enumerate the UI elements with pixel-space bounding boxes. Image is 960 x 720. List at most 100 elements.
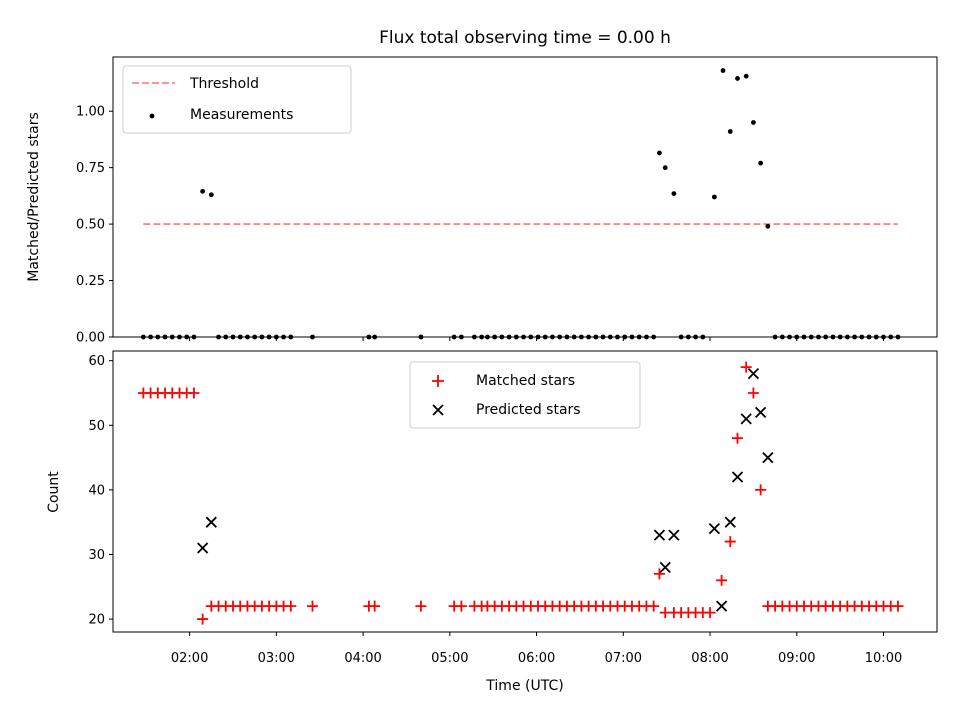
measurement-point (451, 334, 457, 340)
bottom-x-axis-label: Time (UTC) (485, 678, 563, 694)
measurement-point (191, 334, 197, 340)
measurement-point (866, 334, 872, 340)
bottom-panel: 20 30 40 50 60 02:00 03:00 04:00 05:00 06:00 07:0… (46, 350, 938, 694)
measurement-point (830, 334, 836, 340)
bottom-x-tick-label: 06:00 (518, 651, 555, 666)
top-x-axis-ticks (189, 337, 885, 341)
top-plot-marks (140, 68, 901, 340)
measurement-point (155, 334, 161, 340)
bottom-y-tick-label: 40 (88, 483, 105, 498)
measurement-point (779, 334, 785, 340)
measurement-point (586, 334, 592, 340)
matched-star-point (755, 484, 767, 496)
measurement-point (281, 334, 286, 340)
matched-star-point (716, 574, 728, 586)
measurement-point (140, 334, 146, 340)
legend-measurements-swatch (149, 113, 155, 119)
measurement-point (844, 334, 850, 340)
measurement-point (310, 334, 315, 340)
measurement-point (600, 334, 606, 340)
bottom-y-axis-ticks: 20 30 40 50 60 (88, 354, 113, 628)
top-panel: 0.00 0.25 0.50 0.75 1.00 Matched/Predicted s… (26, 56, 938, 346)
predicted-star-point (754, 406, 767, 419)
measurement-point (169, 334, 175, 340)
matched-star-point (740, 361, 752, 373)
measurement-point (772, 334, 778, 340)
measurement-point (671, 191, 677, 197)
measurement-point (266, 334, 272, 340)
matched-star-point (415, 600, 427, 612)
predicted-star-point (747, 367, 760, 380)
measurement-point (607, 334, 613, 340)
measurement-point (506, 334, 512, 340)
bottom-x-tick-label: 04:00 (344, 651, 381, 666)
top-y-tick-label: 0.00 (76, 331, 105, 346)
bottom-y-tick-label: 20 (88, 613, 105, 628)
bottom-x-tick-label: 07:00 (605, 651, 642, 666)
measurement-point (895, 334, 901, 340)
measurement-point (485, 334, 490, 340)
matched-star-point (892, 600, 904, 612)
measurement-point (859, 334, 865, 340)
measurement-point (237, 334, 243, 340)
legend-predicted-swatch (432, 404, 444, 416)
matched-star-point (306, 600, 318, 612)
measurement-point (693, 334, 698, 340)
measurement-point (245, 334, 250, 340)
matched-star-point (285, 600, 297, 612)
measurement-point (564, 334, 570, 340)
predicted-star-point (205, 516, 217, 528)
measurement-point (644, 334, 649, 340)
matched-star-point (188, 387, 200, 399)
measurement-point (823, 334, 829, 340)
figure-title: Flux total observing time = 0.00 h (379, 28, 671, 48)
measurement-point (743, 73, 749, 79)
bottom-x-axis-ticks: 02:00 03:00 04:00 05:00 06:00 07:00 08:00 09:00… (171, 632, 902, 666)
top-legend: Threshold Measurements (122, 65, 352, 134)
matched-star-point (724, 536, 736, 548)
top-y-tick-label: 0.50 (76, 218, 105, 233)
matched-star-point (704, 607, 716, 619)
top-legend-box (122, 65, 352, 134)
bottom-x-tick-label: 10:00 (865, 651, 902, 666)
measurement-point (557, 334, 563, 340)
measurement-point (513, 334, 519, 340)
measurement-point (528, 334, 534, 340)
measurement-point (208, 192, 214, 198)
matched-star-point (747, 387, 759, 399)
measurement-point (184, 334, 190, 340)
measurement-point (252, 334, 258, 340)
measurement-point (148, 334, 153, 340)
bottom-y-axis-label: Count (46, 471, 62, 513)
bottom-x-tick-label: 03:00 (258, 651, 295, 666)
measurement-point (801, 334, 807, 340)
measurement-point (720, 68, 726, 73)
measurement-point (479, 334, 485, 340)
matched-star-point (648, 600, 660, 612)
measurement-point (230, 334, 236, 340)
measurement-point (700, 334, 706, 340)
predicted-star-point (196, 542, 209, 554)
measurement-point (162, 334, 168, 340)
bottom-plot-marks (137, 361, 904, 625)
measurement-point (678, 334, 684, 340)
predicted-star-point (715, 600, 728, 612)
measurement-point (593, 334, 599, 340)
measurement-point (657, 150, 662, 156)
measurement-point (223, 334, 229, 340)
measurement-point (651, 334, 657, 340)
measurement-point (837, 334, 843, 340)
measurement-point (873, 334, 879, 340)
predicted-star-point (708, 523, 721, 535)
measurement-point (816, 334, 821, 340)
measurement-point (571, 334, 577, 340)
measurement-point (765, 223, 771, 229)
measurement-point (458, 334, 464, 340)
predicted-star-point (653, 529, 666, 541)
bottom-x-tick-label: 09:00 (778, 651, 815, 666)
matched-star-point (369, 600, 381, 612)
legend-matched-label: Matched stars (476, 373, 575, 389)
measurement-point (662, 165, 668, 171)
measurement-point (499, 334, 505, 340)
